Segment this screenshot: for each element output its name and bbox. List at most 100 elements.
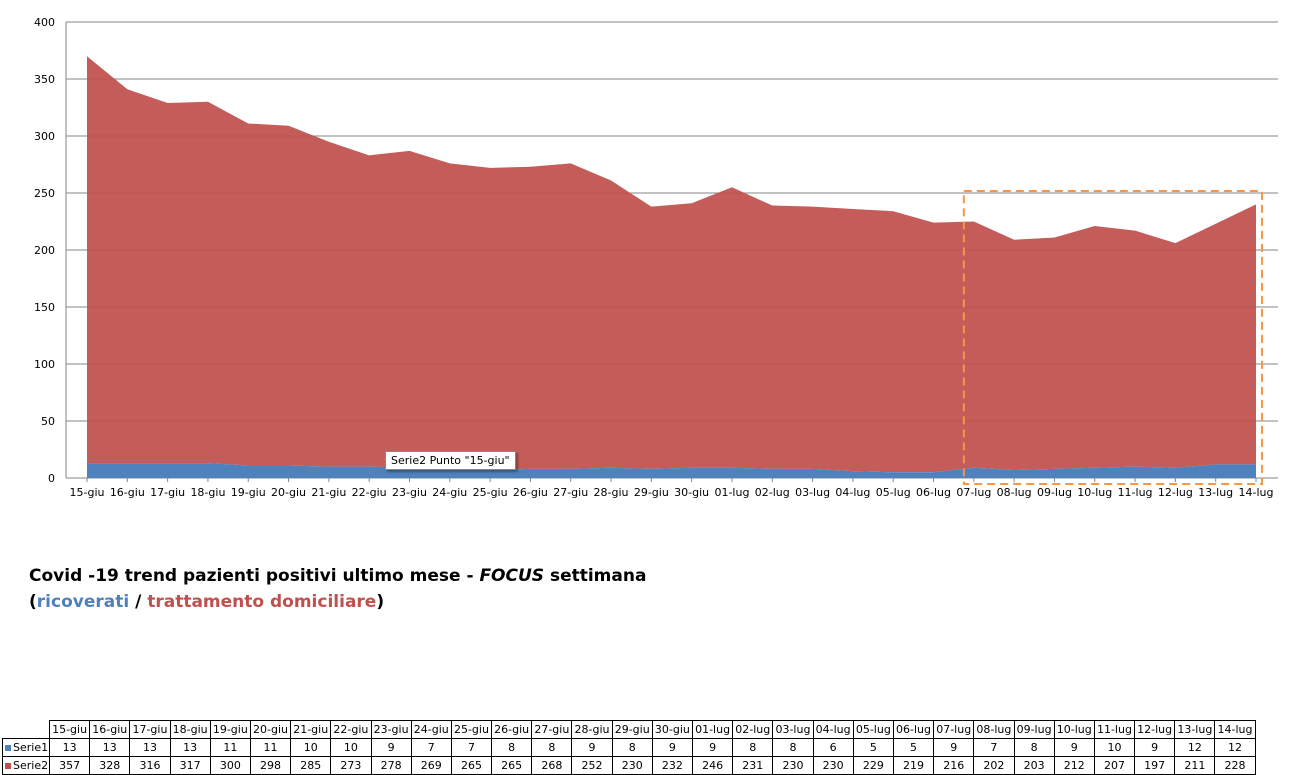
table-cell: 8 — [1013, 738, 1055, 757]
table-cell: 228 — [1214, 756, 1256, 775]
legend-key — [5, 744, 11, 751]
table-cell: 13 — [129, 738, 171, 757]
x-tick-label: 06-lug — [916, 486, 951, 499]
caption-domiciliare: trattamento domiciliare — [147, 592, 377, 612]
table-header-cell: 08-lug — [973, 720, 1015, 739]
x-tick-label: 09-lug — [1037, 486, 1072, 499]
table-cell: 252 — [571, 756, 613, 775]
table-cell: 12 — [1214, 738, 1256, 757]
table-cell: 230 — [812, 756, 854, 775]
table-cell: 265 — [491, 756, 533, 775]
y-axis-ticks: 0 50 100 150 200 250 300 350 400 — [34, 16, 55, 485]
y-tick-label: 300 — [34, 130, 55, 143]
table-header-cell: 05-lug — [852, 720, 894, 739]
x-tick-label: 22-giu — [352, 486, 387, 499]
table-cell: 10 — [330, 738, 372, 757]
table-cell: 5 — [892, 738, 935, 757]
table-header-cell: 14-lug — [1214, 720, 1256, 739]
table-row: Serie1 13 13 13 13 11 11 10 10 9 7 7 8 8 9 8 9 9 8 8 6 5 5 9 7 8 9… — [2, 738, 1256, 757]
table-cell: 8 — [732, 738, 774, 757]
y-tick-label: 100 — [34, 358, 55, 371]
table-cell: 10 — [1093, 738, 1136, 757]
table-header-cell: 30-giu — [651, 720, 694, 739]
x-tick-label: 14-lug — [1239, 486, 1274, 499]
x-tick-label: 03-lug — [795, 486, 830, 499]
table-cell: 197 — [1134, 756, 1176, 775]
table-cell: 13 — [48, 738, 91, 757]
table-cell: 9 — [370, 738, 412, 757]
table-cell: 278 — [370, 756, 412, 775]
series-area-serie2[interactable] — [87, 56, 1256, 473]
data-table: 15-giu 16-giu 17-giu 18-giu 19-giu 20-giu 21-g… — [2, 720, 1256, 775]
table-header-cell: 25-giu — [450, 720, 493, 739]
x-tick-label: 24-giu — [432, 486, 467, 499]
table-cell: 328 — [89, 756, 131, 775]
table-cell: 317 — [169, 756, 211, 775]
table-cell: 9 — [933, 738, 975, 757]
table-header-cell: 26-giu — [491, 720, 533, 739]
x-tick-label: 19-giu — [231, 486, 266, 499]
caption-ricoverati: ricoverati — [36, 592, 130, 612]
table-cell: 211 — [1174, 756, 1216, 775]
table-header-cell: 18-giu — [169, 720, 211, 739]
table-cell: 7 — [410, 738, 452, 757]
table-cell: 230 — [772, 756, 814, 775]
table-cell: 268 — [531, 756, 573, 775]
focus-box — [962, 190, 1263, 485]
legend-key — [5, 762, 11, 769]
x-tick-label: 02-lug — [755, 486, 790, 499]
y-tick-label: 400 — [34, 16, 55, 29]
table-cell: 357 — [48, 756, 91, 775]
table-cell: 9 — [571, 738, 613, 757]
table-cell: 232 — [651, 756, 694, 775]
x-tick-label: 18-giu — [190, 486, 225, 499]
table-header-cell: 15-giu — [48, 720, 91, 739]
table-cell: 12 — [1174, 738, 1216, 757]
table-header-cell: 16-giu — [89, 720, 131, 739]
table-header-cell: 02-lug — [732, 720, 774, 739]
table-cell: 10 — [290, 738, 332, 757]
table-header-cell: 22-giu — [330, 720, 372, 739]
table-header-cell: 23-giu — [370, 720, 412, 739]
x-tick-label: 29-giu — [634, 486, 669, 499]
chart-areas — [87, 56, 1256, 478]
table-cell: 202 — [973, 756, 1015, 775]
x-tick-label: 20-giu — [271, 486, 306, 499]
y-tick-label: 50 — [41, 415, 55, 428]
caption-line-2: (ricoverati / trattamento domiciliare) — [29, 592, 385, 612]
table-cell: 13 — [89, 738, 131, 757]
x-tick-label: 07-lug — [956, 486, 991, 499]
table-header-cell: 13-lug — [1174, 720, 1216, 739]
x-tick-label: 15-giu — [70, 486, 105, 499]
table-header-cell: 11-lug — [1093, 720, 1136, 739]
y-tick-label: 200 — [34, 244, 55, 257]
x-tick-label: 28-giu — [594, 486, 629, 499]
x-tick-label: 30-giu — [674, 486, 709, 499]
x-tick-label: 11-lug — [1118, 486, 1153, 499]
table-cell: 8 — [611, 738, 653, 757]
table-cell: 9 — [691, 738, 734, 757]
table-header-cell: 17-giu — [129, 720, 171, 739]
table-cell: 8 — [491, 738, 533, 757]
table-cell: 216 — [933, 756, 975, 775]
table-cell: 273 — [330, 756, 372, 775]
x-tick-label: 05-lug — [876, 486, 911, 499]
table-header-cell: 19-giu — [209, 720, 251, 739]
caption-focus: FOCUS — [479, 566, 545, 586]
table-cell: 269 — [410, 756, 452, 775]
table-cell: 13 — [169, 738, 211, 757]
table-series-label: Serie2 — [2, 756, 50, 775]
table-header-cell: 28-giu — [571, 720, 613, 739]
caption-line-1: Covid -19 trend pazienti positivi ultimo… — [29, 566, 647, 586]
table-header-cell: 09-lug — [1013, 720, 1055, 739]
x-tick-label: 21-giu — [311, 486, 346, 499]
x-tick-label: 25-giu — [473, 486, 508, 499]
table-header-cell: 10-lug — [1053, 720, 1095, 739]
x-tick-label: 17-giu — [150, 486, 185, 499]
table-cell: 8 — [772, 738, 814, 757]
table-header-cell: 06-lug — [892, 720, 935, 739]
table-header-cell: 07-lug — [933, 720, 975, 739]
table-series-label: Serie1 — [2, 738, 50, 757]
table-header-cell: 03-lug — [772, 720, 814, 739]
y-tick-label: 350 — [34, 73, 55, 86]
